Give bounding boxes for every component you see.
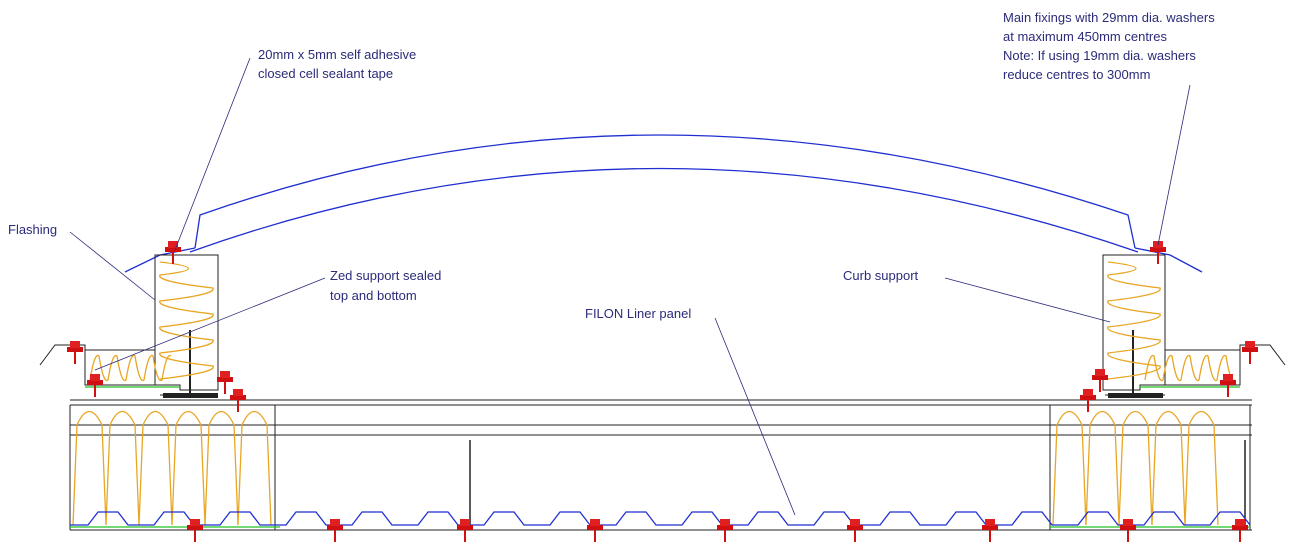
liner-panel [70,512,1250,525]
fixing-head [70,341,80,348]
fixing-head [850,519,860,526]
label: Zed support sealed [330,268,441,283]
insulation [160,262,214,379]
fixing-head [590,519,600,526]
pad [163,393,218,398]
fixing-head [1245,341,1255,348]
fixing-head [1095,369,1105,376]
decoration [67,241,1258,542]
insulation [73,412,106,526]
label: closed cell sealant tape [258,66,393,81]
pad [1108,393,1163,398]
label: 20mm x 5mm self adhesive [258,47,416,62]
fixing-head [460,519,470,526]
fixing-head [1123,519,1133,526]
label: FILON Liner panel [585,306,691,321]
label: at maximum 450mm centres [1003,29,1167,44]
leader-liner [715,318,795,515]
fixing-head [220,371,230,378]
insulation [205,412,238,526]
label: reduce centres to 300mm [1003,67,1150,82]
dome-inner [190,169,1138,253]
fixing-head [90,374,100,381]
fixing-head [1083,389,1093,396]
fixing-head [720,519,730,526]
insulation [1086,412,1119,526]
fixing-head [1235,519,1245,526]
fixing-head [330,519,340,526]
insulation [1053,412,1086,526]
label: Curb support [843,268,919,283]
dome-flange-left [125,248,195,272]
insulation [90,356,171,381]
fixing-head [985,519,995,526]
dome-flange-right [1135,248,1202,272]
insulation [1145,356,1235,381]
insulation [139,412,172,526]
insulation [1185,412,1218,526]
deck [70,400,1252,435]
insulation [1119,412,1152,526]
label: Note: If using 19mm dia. washers [1003,48,1196,63]
leader-flashing [70,232,155,300]
insulation [1152,412,1185,526]
leader-fixings [1158,85,1190,245]
leader-curb [945,278,1110,322]
detail-drawing: 20mm x 5mm self adhesive closed cell sea… [0,0,1292,550]
fixing-head [1223,374,1233,381]
leader-tape [175,58,250,250]
fixing-head [190,519,200,526]
dome-outer [195,135,1135,248]
label: Flashing [8,222,57,237]
insulation [238,412,271,526]
insulation [106,412,139,526]
fixing-head [233,389,243,396]
insulation [172,412,205,526]
label: top and bottom [330,288,417,303]
label: Main fixings with 29mm dia. washers [1003,10,1215,25]
